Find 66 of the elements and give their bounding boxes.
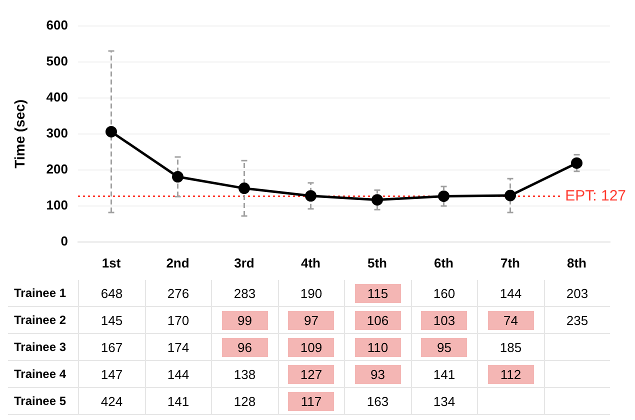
data-label: 96 bbox=[222, 338, 268, 356]
data-label: 174 bbox=[166, 338, 190, 356]
data-label: 99 bbox=[222, 310, 268, 330]
data-label: 74 bbox=[488, 310, 534, 330]
data-label: 128 bbox=[232, 392, 257, 410]
x-tick-label: 3rd bbox=[234, 255, 254, 270]
data-label: 167 bbox=[100, 338, 124, 356]
data-label: 117 bbox=[288, 392, 334, 410]
data-label: 93 bbox=[354, 364, 401, 384]
data-label: 112 bbox=[488, 364, 534, 384]
data-label: 115 bbox=[354, 284, 401, 302]
data-label: 95 bbox=[421, 338, 468, 356]
data-label: 138 bbox=[232, 366, 257, 384]
data-label: 144 bbox=[498, 284, 523, 302]
ref-line-label: EPT: 127 bbox=[565, 187, 626, 204]
y-tick-label: 600 bbox=[46, 17, 68, 32]
point bbox=[372, 194, 383, 206]
data-label: 203 bbox=[565, 284, 590, 302]
y-tick-label: Trainee 2 bbox=[13, 313, 68, 327]
x-tick-label: 6th bbox=[434, 255, 454, 270]
data-label: 109 bbox=[288, 338, 334, 356]
data-label: 103 bbox=[421, 310, 468, 330]
point bbox=[238, 182, 250, 194]
x-tick-label: 5th bbox=[368, 255, 388, 270]
y-tick-label: Trainee 1 bbox=[13, 286, 68, 300]
data-label: 283 bbox=[232, 284, 257, 302]
point bbox=[106, 126, 117, 138]
data-label: 163 bbox=[366, 392, 390, 410]
y-tick-label: 200 bbox=[46, 162, 68, 177]
x-tick-label: 2nd bbox=[166, 255, 190, 270]
point bbox=[504, 190, 516, 202]
data-label: 424 bbox=[100, 392, 124, 410]
y-axis-title: Time (sec) bbox=[11, 99, 28, 168]
point bbox=[305, 190, 316, 202]
data-label: 141 bbox=[166, 392, 190, 410]
y-tick-label: Trainee 3 bbox=[13, 340, 68, 354]
data-label: 648 bbox=[100, 284, 124, 302]
y-tick-label: 0 bbox=[60, 234, 68, 249]
y-tick-label: 500 bbox=[46, 53, 68, 68]
data-label: 97 bbox=[288, 310, 334, 330]
data-label: 147 bbox=[100, 366, 124, 384]
data-label: 141 bbox=[432, 366, 456, 384]
x-tick-label: 1st bbox=[102, 255, 122, 270]
data-label: 160 bbox=[432, 284, 456, 302]
data-label: 190 bbox=[299, 284, 324, 302]
data-label: 235 bbox=[565, 312, 590, 330]
data-label: 106 bbox=[354, 310, 401, 330]
data-label: 134 bbox=[432, 392, 456, 410]
y-tick-label: Trainee 4 bbox=[13, 367, 68, 381]
data-label: 110 bbox=[354, 338, 401, 356]
y-tick-label: 400 bbox=[46, 89, 68, 104]
data-label: 144 bbox=[166, 366, 190, 384]
point bbox=[172, 171, 184, 183]
data-label: 276 bbox=[166, 284, 190, 302]
y-tick-label: Trainee 5 bbox=[13, 394, 68, 408]
x-tick-label: 7th bbox=[500, 255, 520, 270]
x-tick-label: 8th bbox=[567, 255, 587, 270]
point bbox=[571, 157, 582, 169]
point bbox=[438, 190, 450, 202]
data-label: 170 bbox=[166, 312, 190, 330]
x-tick-label: 4th bbox=[301, 255, 321, 270]
data-label: 145 bbox=[100, 312, 124, 330]
data-label: 185 bbox=[498, 338, 523, 356]
y-tick-label: 100 bbox=[46, 198, 68, 213]
data-label: 127 bbox=[288, 364, 334, 384]
y-tick-label: 300 bbox=[46, 125, 68, 140]
